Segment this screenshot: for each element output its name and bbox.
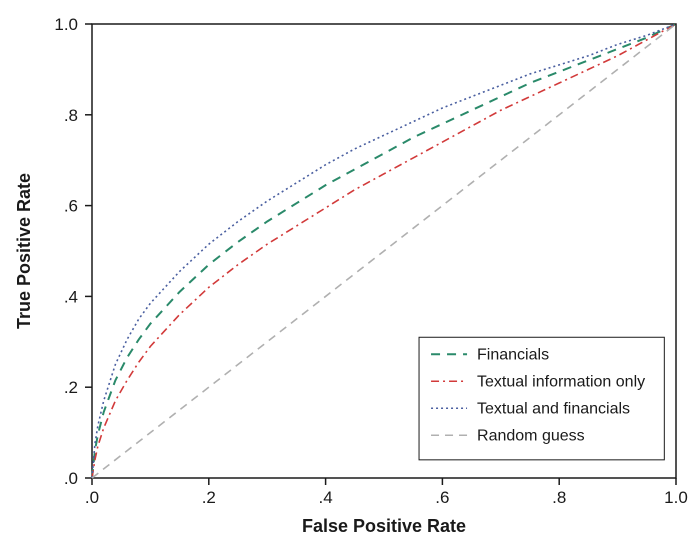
x-tick-label: .2 <box>202 488 216 507</box>
y-tick-label: .6 <box>64 197 78 216</box>
x-tick-label: 1.0 <box>664 488 688 507</box>
x-tick-label: .4 <box>319 488 333 507</box>
chart-container: .0 .2 .4 .6 .8 1.0 .0 .2 .4 .6 .8 1.0 False Positive… <box>0 0 700 546</box>
y-axis-label: True Positive Rate <box>14 173 34 329</box>
y-tick-label: .0 <box>64 469 78 488</box>
legend-label-random: Random guess <box>477 427 585 444</box>
x-axis-label: False Positive Rate <box>302 516 466 536</box>
y-tick-label: .8 <box>64 106 78 125</box>
x-tick-label: .6 <box>435 488 449 507</box>
legend-label-financials: Financials <box>477 346 549 363</box>
y-tick-label: 1.0 <box>54 15 78 34</box>
x-tick-label: .0 <box>85 488 99 507</box>
y-tick-label: .4 <box>64 287 78 306</box>
x-tick-label: .8 <box>552 488 566 507</box>
legend-label-textual_financials: Textual and financials <box>477 400 630 417</box>
y-tick-label: .2 <box>64 378 78 397</box>
roc-chart: .0 .2 .4 .6 .8 1.0 .0 .2 .4 .6 .8 1.0 False Positive… <box>0 0 700 546</box>
legend-label-textual_only: Textual information only <box>477 373 645 390</box>
